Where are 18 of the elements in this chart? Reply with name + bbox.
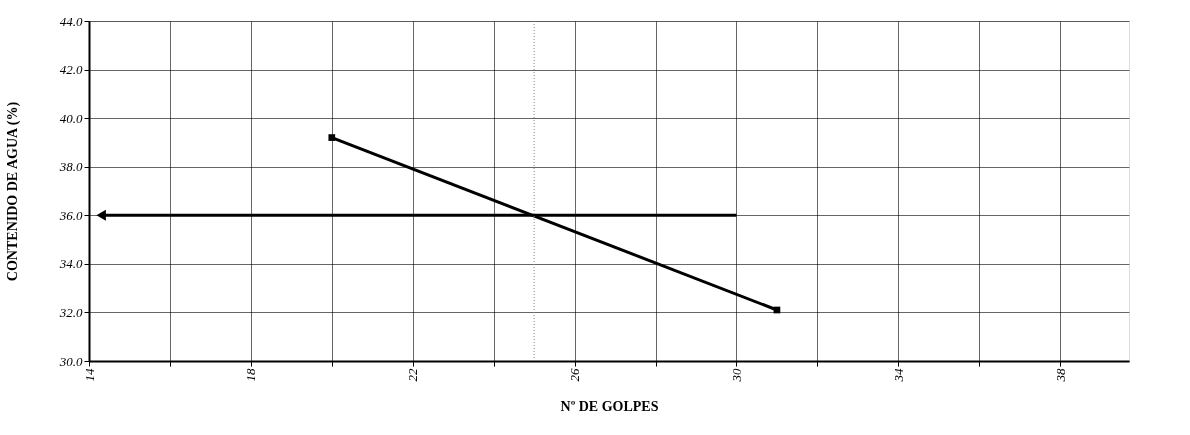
x-axis-title: Nº DE GOLPES (560, 398, 659, 414)
point (328, 134, 336, 141)
y-tick-label: 42.0 (59, 62, 83, 78)
x-tick-label: 34 (890, 368, 906, 383)
y-axis-title: CONTENIDO DE AGUA (%) (4, 101, 21, 282)
x-tick-label: 14 (81, 368, 97, 382)
y-tick-label: 36.0 (58, 207, 83, 223)
y-tick-label: 32.0 (58, 304, 83, 320)
y-tick-label: 30.0 (58, 353, 83, 369)
x-tick-label: 18 (243, 368, 259, 382)
x-tick-label: 22 (405, 368, 421, 382)
x-tick-label: 30 (728, 368, 744, 383)
y-tick-label: 40.0 (59, 110, 83, 126)
x-tick-label: 38 (1052, 368, 1068, 383)
y-tick-label: 34.0 (58, 256, 83, 272)
x-tick-label: 26 (567, 368, 583, 382)
y-tick-label: 38.0 (58, 159, 83, 175)
y-tick-label: 44.0 (59, 13, 83, 29)
